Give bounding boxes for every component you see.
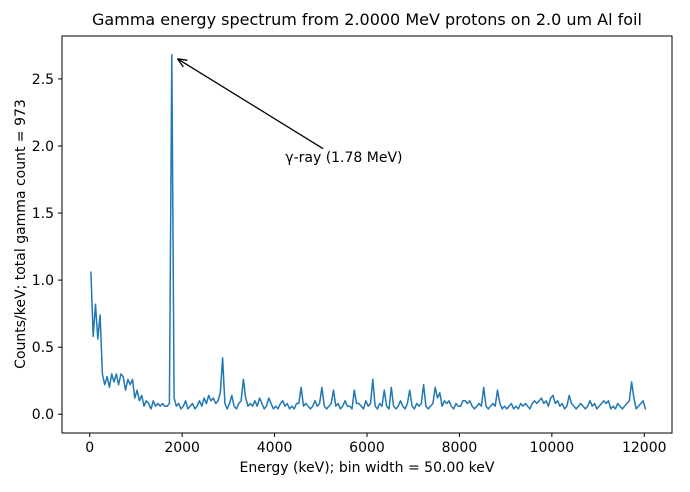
spectrum-line <box>90 54 647 410</box>
x-axis-label: Energy (keV); bin width = 50.00 keV <box>239 460 494 476</box>
y-axis-label: Counts/keV; total gamma count = 973 <box>13 99 29 369</box>
y-tick-label: 1.0 <box>32 273 54 289</box>
plot-frame <box>61 35 673 434</box>
x-tick-label: 12000 <box>622 440 667 456</box>
y-tick-label: 2.0 <box>32 139 54 155</box>
arrow-shaft <box>177 58 324 150</box>
x-axis-ticks: 0 2000 4000 6000 8000 10000 12000 <box>85 433 667 456</box>
annotation-arrow-icon <box>177 58 324 150</box>
y-tick-label: 2.5 <box>32 72 54 88</box>
x-tick-label: 4000 <box>257 440 293 456</box>
arrow-head <box>177 58 188 61</box>
x-tick-label: 0 <box>85 440 94 456</box>
x-tick-label: 10000 <box>530 440 575 456</box>
x-tick-label: 2000 <box>164 440 200 456</box>
y-tick-label: 0.5 <box>32 340 54 356</box>
y-axis-ticks: 0.0 0.5 1.0 1.5 2.0 2.5 <box>32 72 62 423</box>
y-tick-label: 1.5 <box>32 206 54 222</box>
arrow-head <box>177 58 184 68</box>
peak-annotation-text: γ-ray (1.78 MeV) <box>285 150 402 166</box>
x-tick-label: 8000 <box>442 440 478 456</box>
x-tick-label: 6000 <box>349 440 385 456</box>
chart-title: Gamma energy spectrum from 2.0000 MeV pr… <box>92 10 642 29</box>
y-tick-label: 0.0 <box>32 407 54 423</box>
